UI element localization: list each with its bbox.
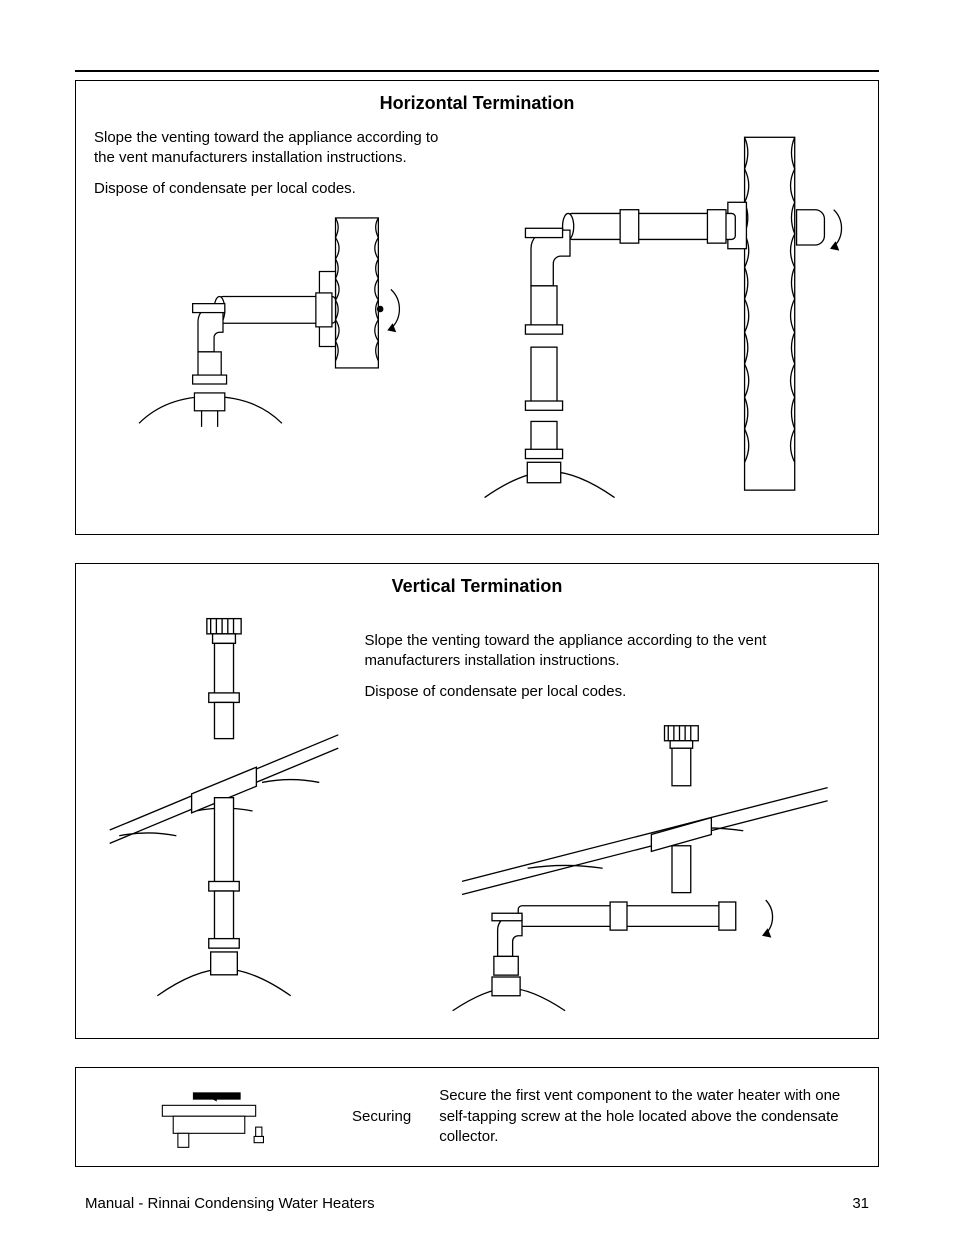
vertical-p1: Slope the venting toward the appliance a… [364, 631, 850, 672]
vertical-diagram-right [364, 722, 860, 1022]
vertical-p2: Dispose of condensate per local codes. [364, 682, 850, 702]
horizontal-diagram-right [462, 128, 860, 518]
horizontal-p2: Dispose of condensate per local codes. [94, 179, 452, 199]
horizontal-diagram-left [94, 209, 452, 459]
securing-panel: Securing Secure the first vent component… [75, 1067, 879, 1167]
vertical-termination-panel: Vertical Termination [75, 563, 879, 1039]
vertical-diagram-left [94, 611, 354, 1011]
vertical-title: Vertical Termination [94, 576, 860, 597]
horizontal-title: Horizontal Termination [94, 93, 860, 114]
top-rule [75, 70, 879, 72]
securing-text: Secure the first vent component to the w… [439, 1086, 860, 1147]
securing-label: Securing [352, 1108, 411, 1125]
page-footer: Manual - Rinnai Condensing Water Heaters… [85, 1195, 869, 1212]
securing-diagram [94, 1082, 324, 1152]
horizontal-p1: Slope the venting toward the appliance a… [94, 128, 452, 169]
footer-page-number: 31 [852, 1195, 869, 1212]
footer-left: Manual - Rinnai Condensing Water Heaters [85, 1195, 375, 1212]
horizontal-termination-panel: Horizontal Termination Slope the venting… [75, 80, 879, 535]
